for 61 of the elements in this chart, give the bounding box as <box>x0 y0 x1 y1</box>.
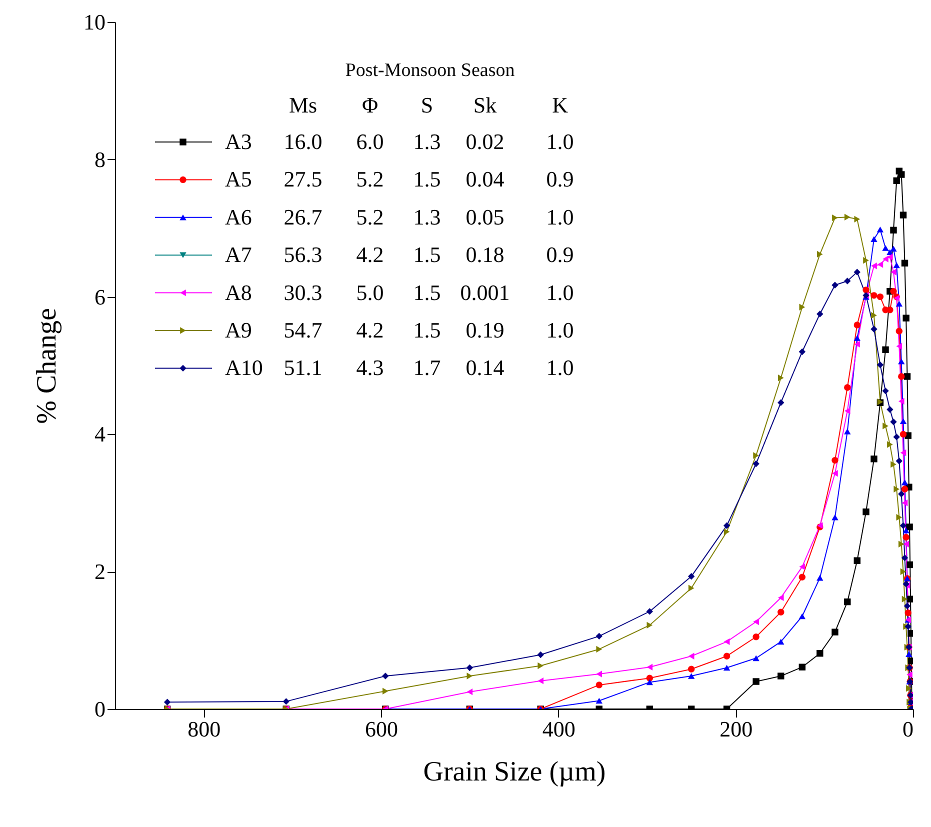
annotation: 0.02 <box>466 129 504 154</box>
annotation: 5.2 <box>356 166 384 192</box>
annotation: Ms <box>288 92 318 118</box>
y-tick-label: 6 <box>94 284 106 310</box>
x-axis-title: Grain Size (µm) <box>423 756 606 788</box>
annotation: 51.1 <box>284 355 322 380</box>
annotation: 0.05 <box>466 204 504 230</box>
annotation: S <box>420 92 434 118</box>
annotation: 0.14 <box>466 355 504 380</box>
annotation: 1.5 <box>413 242 441 268</box>
y-axis-title: % Change <box>32 308 62 424</box>
annotation: 4.2 <box>356 318 384 342</box>
legend-label: A5 <box>225 166 252 192</box>
legend-label: A7 <box>225 242 252 268</box>
annotation: 0.04 <box>466 166 504 192</box>
x-tick-label: 600 <box>365 716 398 742</box>
annotation: 30.3 <box>284 280 322 305</box>
annotation: Sk <box>473 92 497 118</box>
x-tick-label: 0 <box>902 716 914 742</box>
annotation: 1.3 <box>413 129 441 154</box>
annotation: 1.3 <box>413 204 441 230</box>
annotation: 56.3 <box>284 242 322 268</box>
annotation: 5.2 <box>356 204 384 230</box>
annotation: 27.5 <box>284 166 322 192</box>
annotation: 16.0 <box>284 129 322 154</box>
annotation: 26.7 <box>284 204 322 230</box>
annotation: 0.19 <box>466 318 504 342</box>
annotation: 1.7 <box>413 355 441 380</box>
annotation: Φ <box>362 92 378 118</box>
annotation: 54.7 <box>284 318 322 342</box>
annotation: 0.9 <box>546 242 574 268</box>
annotation: 0.18 <box>466 242 504 268</box>
annotation: 0.001 <box>460 280 510 305</box>
x-tick-label: 400 <box>542 716 576 742</box>
y-tick-label: 8 <box>94 146 106 172</box>
legend-label: A10 <box>225 355 263 380</box>
annotation: 1.5 <box>413 280 441 305</box>
legend-title: Post-Monsoon Season <box>345 60 516 81</box>
annotation: 1.0 <box>546 280 574 305</box>
annotation: 0.9 <box>546 166 574 192</box>
legend-label: A3 <box>225 129 252 154</box>
y-tick-label: 0 <box>94 696 106 722</box>
legend-label: A9 <box>225 318 252 342</box>
annotation: 1.0 <box>546 129 574 154</box>
annotation: 4.2 <box>356 242 384 268</box>
legend-label: A6 <box>225 204 252 230</box>
y-tick-label: 4 <box>94 422 106 447</box>
y-tick-label: 2 <box>94 559 106 584</box>
annotation: 1.5 <box>413 318 441 342</box>
annotation: 4.3 <box>356 355 384 380</box>
x-tick-label: 800 <box>188 716 221 742</box>
annotation: 1.0 <box>546 318 574 342</box>
annotation: K <box>552 92 568 118</box>
annotation: 1.0 <box>546 204 574 230</box>
x-tick-label: 200 <box>720 716 753 742</box>
annotation: 1.5 <box>413 166 441 192</box>
y-tick-label: 10 <box>84 10 106 34</box>
annotation: 1.0 <box>546 355 574 380</box>
annotation: 6.0 <box>356 129 384 154</box>
legend-label: A8 <box>225 280 252 305</box>
annotation: 5.0 <box>356 280 384 305</box>
